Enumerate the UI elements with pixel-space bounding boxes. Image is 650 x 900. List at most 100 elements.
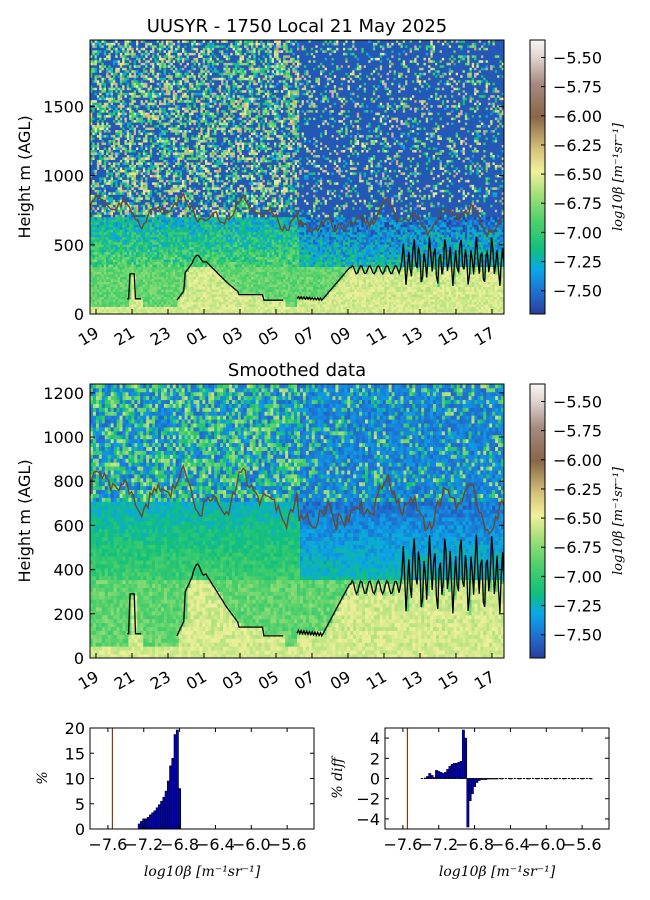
heatmap-cell bbox=[165, 194, 169, 198]
heatmap-cell bbox=[108, 306, 112, 310]
heatmap-cell bbox=[168, 77, 171, 81]
heatmap-cell bbox=[142, 94, 146, 98]
heatmap-cell bbox=[126, 261, 130, 265]
heatmap-cell bbox=[168, 84, 171, 88]
heatmap-cell bbox=[168, 54, 171, 58]
heatmap-cell bbox=[163, 92, 167, 96]
heatmap-cell bbox=[94, 169, 98, 173]
heatmap-cell bbox=[96, 132, 100, 136]
heatmap-cell bbox=[145, 64, 148, 68]
heatmap-cell bbox=[175, 284, 178, 287]
heatmap-cell bbox=[182, 226, 185, 230]
heatmap-cell bbox=[117, 274, 121, 278]
heatmap-cell bbox=[170, 154, 174, 158]
heatmap-cell bbox=[122, 296, 125, 300]
heatmap-cell bbox=[156, 177, 160, 180]
heatmap-cell bbox=[110, 234, 114, 238]
heatmap-cell bbox=[179, 127, 183, 131]
heatmap-cell bbox=[106, 294, 109, 297]
heatmap-cell bbox=[122, 249, 125, 253]
heatmap-cell bbox=[159, 291, 162, 295]
heatmap-cell bbox=[177, 181, 181, 185]
heatmap-cell bbox=[138, 122, 141, 126]
heatmap-cell bbox=[92, 42, 95, 46]
heatmap-cell bbox=[126, 179, 130, 183]
heatmap-cell bbox=[163, 294, 167, 297]
heatmap-cell bbox=[108, 189, 112, 193]
heatmap-cell bbox=[110, 296, 114, 300]
heatmap-cell bbox=[163, 216, 167, 220]
heatmap-cell bbox=[115, 167, 118, 170]
heatmap-cell bbox=[126, 306, 130, 310]
heatmap-cell bbox=[159, 279, 162, 283]
heatmap-cell bbox=[136, 294, 139, 297]
heatmap-cell bbox=[177, 139, 181, 143]
heatmap-cell bbox=[184, 172, 187, 175]
heatmap-cell bbox=[113, 194, 116, 198]
heatmap-cell bbox=[159, 89, 162, 93]
heatmap-cell bbox=[110, 216, 114, 220]
heatmap-cell bbox=[193, 229, 197, 233]
heatmap-cell bbox=[92, 294, 95, 297]
heatmap-cell bbox=[184, 177, 187, 180]
heatmap-cell bbox=[142, 114, 146, 118]
heatmap-cell bbox=[115, 299, 118, 302]
heatmap-cell bbox=[138, 281, 141, 285]
heatmap-cell bbox=[117, 44, 121, 48]
heatmap-cell bbox=[108, 109, 112, 113]
heatmap-cell bbox=[159, 157, 162, 160]
heatmap-cell bbox=[126, 122, 130, 126]
heatmap-cell bbox=[145, 99, 148, 103]
heatmap-cell bbox=[156, 167, 160, 170]
heatmap-cell bbox=[175, 117, 178, 121]
heatmap-cell bbox=[188, 259, 192, 263]
heatmap-cell bbox=[129, 87, 132, 91]
heatmap-cell bbox=[154, 284, 158, 287]
heatmap-cell bbox=[140, 251, 144, 255]
heatmap-cell bbox=[159, 42, 162, 46]
heatmap-cell bbox=[191, 122, 194, 126]
heatmap-cell bbox=[92, 117, 95, 121]
heatmap-cell bbox=[101, 137, 105, 141]
heatmap-cell bbox=[165, 167, 169, 170]
heatmap-cell bbox=[140, 154, 144, 158]
heatmap-cell bbox=[136, 186, 139, 190]
heatmap-cell bbox=[96, 137, 100, 141]
heatmap-cell bbox=[156, 249, 160, 253]
heatmap-cell bbox=[131, 221, 135, 225]
heatmap-cell bbox=[186, 42, 190, 46]
heatmap-cell bbox=[108, 271, 112, 275]
heatmap-cell bbox=[177, 271, 181, 275]
heatmap-cell bbox=[94, 236, 98, 240]
heatmap-cell bbox=[92, 204, 95, 208]
heatmap-cell bbox=[99, 139, 102, 143]
heatmap-cell bbox=[136, 271, 139, 275]
heatmap-cell bbox=[161, 276, 164, 280]
heatmap-cell bbox=[92, 97, 95, 101]
heatmap-cell bbox=[142, 139, 146, 143]
heatmap-cell bbox=[133, 59, 137, 63]
heatmap-cell bbox=[188, 177, 192, 180]
heatmap-cell bbox=[136, 119, 139, 123]
heatmap-cell bbox=[115, 74, 118, 78]
heatmap-cell bbox=[113, 94, 116, 98]
heatmap-cell bbox=[191, 304, 194, 307]
heatmap-cell bbox=[163, 44, 167, 48]
heatmap-cell bbox=[119, 179, 123, 183]
heatmap-cell bbox=[138, 216, 141, 220]
heatmap-cell bbox=[94, 132, 98, 136]
heatmap-cell bbox=[110, 139, 114, 143]
heatmap-cell bbox=[110, 231, 114, 235]
heatmap-cell bbox=[177, 152, 181, 155]
heatmap-cell bbox=[145, 109, 148, 113]
heatmap-cell bbox=[191, 251, 194, 255]
heatmap-cell bbox=[133, 229, 137, 233]
heatmap-cell bbox=[154, 92, 158, 96]
heatmap-cell bbox=[106, 119, 109, 123]
heatmap-cell bbox=[108, 286, 112, 290]
heatmap-cell bbox=[110, 137, 114, 141]
heatmap-cell bbox=[177, 191, 181, 195]
heatmap-cell bbox=[101, 84, 105, 88]
heatmap-cell bbox=[101, 119, 105, 123]
heatmap-cell bbox=[142, 186, 146, 190]
